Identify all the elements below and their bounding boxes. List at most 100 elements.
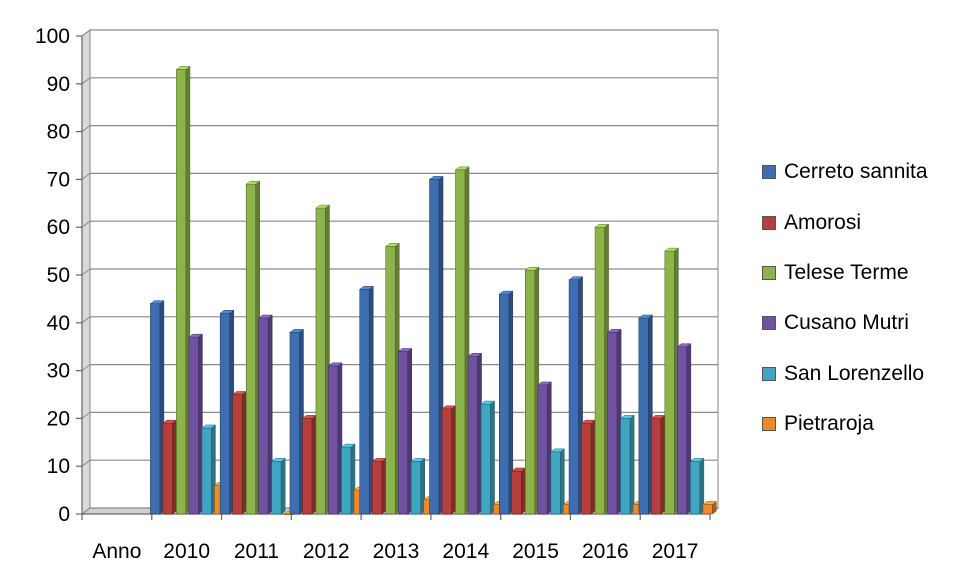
bar-cusano-mutri-2016 [606,328,622,515]
legend-swatch [762,215,776,230]
legend-item: Telese Terme [762,248,972,298]
bar-top [397,348,413,352]
x-tick-label: 2014 [442,540,489,563]
bar-front [371,461,383,515]
bar-front [511,470,522,515]
legend-item: Cusano Mutri [762,298,972,348]
legend: Cerreto sannita Amorosi Telese Terme Cusano… [762,147,972,449]
bar-cusano-mutri-2011 [257,314,273,515]
bar-front [568,279,579,515]
bar-top [606,329,622,333]
bar-cerreto-sannita-2016 [568,276,584,515]
bar-cusano-mutri-2012 [327,362,343,515]
legend-item: San Lorenzello [762,349,972,399]
bar-front [594,226,605,515]
bar-side [241,391,247,515]
bar-top [201,424,217,429]
bar-front [550,451,561,515]
y-tick-label: 50 [47,264,70,287]
y-tick-label: 90 [47,73,70,96]
bar-top [537,381,553,386]
bar-front [702,504,713,515]
x-tick-label: 2015 [512,540,559,563]
bar-amorosi-2011 [231,391,247,515]
x-axis-tick-labels: Anno 2010 2011 2012 2013 2014 2015 2016 2017 [92,540,698,563]
bar-san-lorenzello-2011 [270,457,286,515]
legend-swatch [762,265,776,280]
bar-side [172,419,177,515]
x-tick-label: 2010 [163,540,210,563]
gridline-side [81,316,91,324]
bar-top [340,443,356,448]
bar-cerreto-sannita-2015 [498,290,514,515]
bar-front [302,418,313,515]
gridline-side [81,125,91,133]
bar-pietraroja-2017 [702,500,718,515]
bar-cerreto-sannita-2010 [149,300,165,515]
bar-top [638,314,654,319]
x-tick-label: 2013 [373,540,420,563]
bar-amorosi-2010 [162,419,178,515]
y-axis-tick-labels: 0 10 20 30 40 50 60 70 80 90 100 [35,25,70,526]
bar-front [258,317,269,515]
bar-side [280,457,286,515]
bar-top [219,309,235,314]
gridline-side [81,507,91,515]
legend-item: Cerreto sannita [762,147,972,197]
bar-front [385,246,396,515]
bar-front [232,394,243,515]
bar-side [521,467,526,515]
bar-front [219,312,230,515]
bar-front [537,384,548,515]
bar-cusano-mutri-2017 [676,343,692,515]
bar-telese-terme-2012 [315,204,331,515]
bar-front [441,408,452,515]
y-tick-label: 60 [47,216,70,239]
legend-label: Telese Terme [784,260,909,284]
legend-label: Amorosi [784,210,862,234]
bar-front [410,461,422,515]
bar-top [175,66,191,70]
legend-label: Cerreto sannita [784,160,928,184]
bar-cusano-mutri-2014 [467,352,483,515]
bar-top [568,276,584,281]
bar-cusano-mutri-2015 [537,381,553,515]
bar-top [467,353,483,357]
bar-front [690,461,701,515]
bar-telese-terme-2015 [524,266,540,515]
bar-top [315,204,331,209]
gridline-side [81,411,91,419]
bar-amorosi-2012 [301,414,317,515]
bar-front [201,427,212,515]
bar-amorosi-2016 [580,419,596,515]
bar-side [590,419,596,515]
bar-front [429,179,440,515]
y-tick-label: 100 [35,25,70,48]
bar-side [381,457,386,515]
bar-top [410,458,426,462]
bar-san-lorenzello-2013 [410,457,426,515]
bar-top [188,333,204,338]
bar-san-lorenzello-2014 [480,400,496,515]
bar-cerreto-sannita-2013 [359,285,374,515]
bar-front [480,403,491,515]
bar-top [245,180,261,185]
bar-san-lorenzello-2017 [689,457,705,515]
bar-front [581,422,592,515]
y-tick-label: 40 [47,312,70,335]
gridline-side [81,268,91,276]
gridline-side [81,29,91,37]
bar-front [245,183,256,515]
bar-top [480,400,496,405]
bar-front [397,351,409,515]
bar-front [188,336,199,515]
x-tick-label: 2017 [652,540,699,563]
y-tick-label: 30 [47,360,70,383]
bar-top [149,300,165,304]
bar-san-lorenzello-2016 [619,414,635,515]
legend-item: Pietraroja [762,399,972,449]
legend-label: San Lorenzello [784,361,925,385]
bar-amorosi-2017 [650,414,666,515]
bar-side [660,414,666,515]
